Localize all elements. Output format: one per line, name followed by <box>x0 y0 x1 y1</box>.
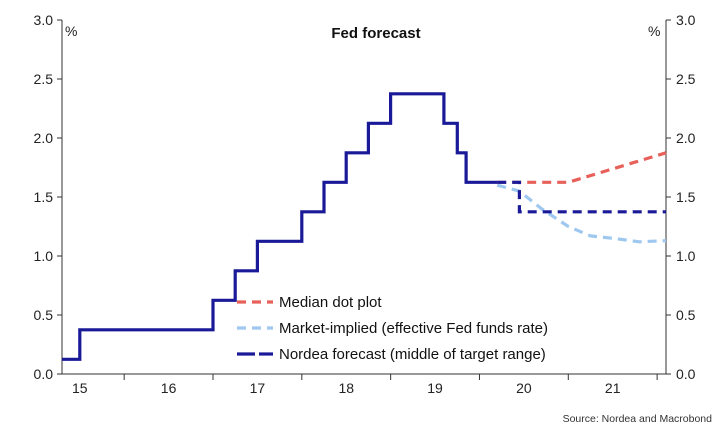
y-tick-label-right: 2.0 <box>676 130 696 146</box>
legend-label: Market-implied (effective Fed funds rate… <box>279 320 548 337</box>
chart-title: Fed forecast <box>331 25 420 42</box>
y-tick-label-left: 2.5 <box>34 71 54 87</box>
right-unit-label: % <box>648 23 660 39</box>
y-tick-label-left: 3.0 <box>34 12 54 28</box>
series-line-3 <box>497 180 666 214</box>
y-tick-label-right: 3.0 <box>676 12 696 28</box>
series-layer <box>62 92 667 361</box>
y-tick-label-right: 0.0 <box>676 366 696 382</box>
x-tick-label: 16 <box>161 380 177 396</box>
y-tick-label-left: 0.0 <box>34 366 54 382</box>
x-tick-label: 18 <box>338 380 354 396</box>
legend-label: Nordea forecast (middle of target range) <box>279 346 546 363</box>
y-tick-label-right: 1.5 <box>676 189 696 205</box>
series-line-0 <box>497 151 667 184</box>
y-tick-label-left: 1.5 <box>34 189 54 205</box>
x-tick-label: 20 <box>516 380 532 396</box>
x-tick-label: 17 <box>250 380 266 396</box>
series-line-1 <box>496 183 667 244</box>
source-note: Source: Nordea and Macrobond <box>563 413 713 425</box>
y-tick-label-right: 2.5 <box>676 71 696 87</box>
legend: Median dot plot Market-implied (effective… <box>237 294 548 363</box>
y-tick-label-right: 1.0 <box>676 248 696 264</box>
x-tick-label: 21 <box>605 380 621 396</box>
axes: 0.0 0.0 0.5 0.5 1.0 1.0 1.5 1.5 2.0 2.0 2.5 2.5 3.0 3… <box>34 12 696 396</box>
y-tick-label-left: 0.5 <box>34 307 54 323</box>
y-tick-label-left: 2.0 <box>34 130 54 146</box>
x-tick-label: 15 <box>72 380 88 396</box>
left-unit-label: % <box>65 23 77 39</box>
y-tick-label-left: 1.0 <box>34 248 54 264</box>
x-tick-label: 19 <box>427 380 443 396</box>
legend-label: Median dot plot <box>279 294 382 311</box>
series-line-2 <box>62 92 498 361</box>
y-tick-label-right: 0.5 <box>676 307 696 323</box>
